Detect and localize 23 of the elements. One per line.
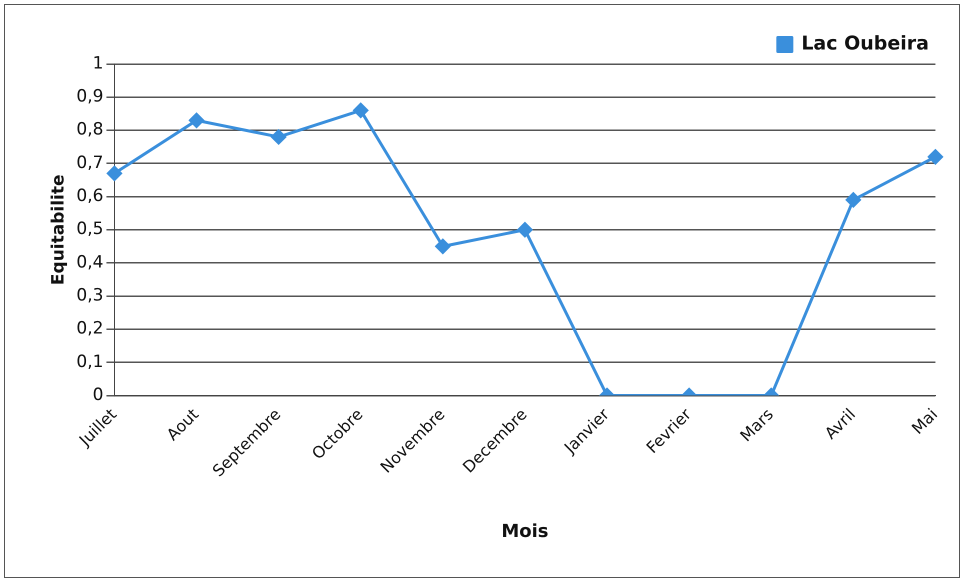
y-tick-label: 0,7 bbox=[76, 152, 104, 173]
point bbox=[435, 238, 450, 254]
point bbox=[517, 222, 532, 238]
point bbox=[106, 166, 122, 181]
point bbox=[353, 102, 368, 118]
y-tick-label: 1 bbox=[92, 53, 104, 74]
y-tick-label: 0,5 bbox=[76, 219, 104, 240]
x-tick-label: Mai bbox=[908, 404, 942, 438]
y-tick-label: 0,6 bbox=[76, 186, 104, 206]
y-tick-label: 0,4 bbox=[76, 252, 104, 272]
point bbox=[846, 192, 861, 208]
y-tick-label: 0,9 bbox=[76, 86, 104, 107]
point bbox=[928, 149, 943, 164]
point bbox=[271, 129, 286, 144]
y-tick-label: 0,3 bbox=[76, 286, 104, 306]
x-axis-title: Mois bbox=[501, 520, 549, 542]
y-tick-label: 0,1 bbox=[76, 352, 104, 372]
y-axis-title: Equitabilite bbox=[48, 174, 69, 286]
legend-label: Lac Oubeira bbox=[801, 32, 930, 54]
y-tick-label: 0,8 bbox=[76, 120, 104, 140]
y-tick-label: 0 bbox=[92, 384, 104, 405]
y-tick-label: 0,2 bbox=[76, 318, 104, 339]
point bbox=[189, 112, 204, 128]
